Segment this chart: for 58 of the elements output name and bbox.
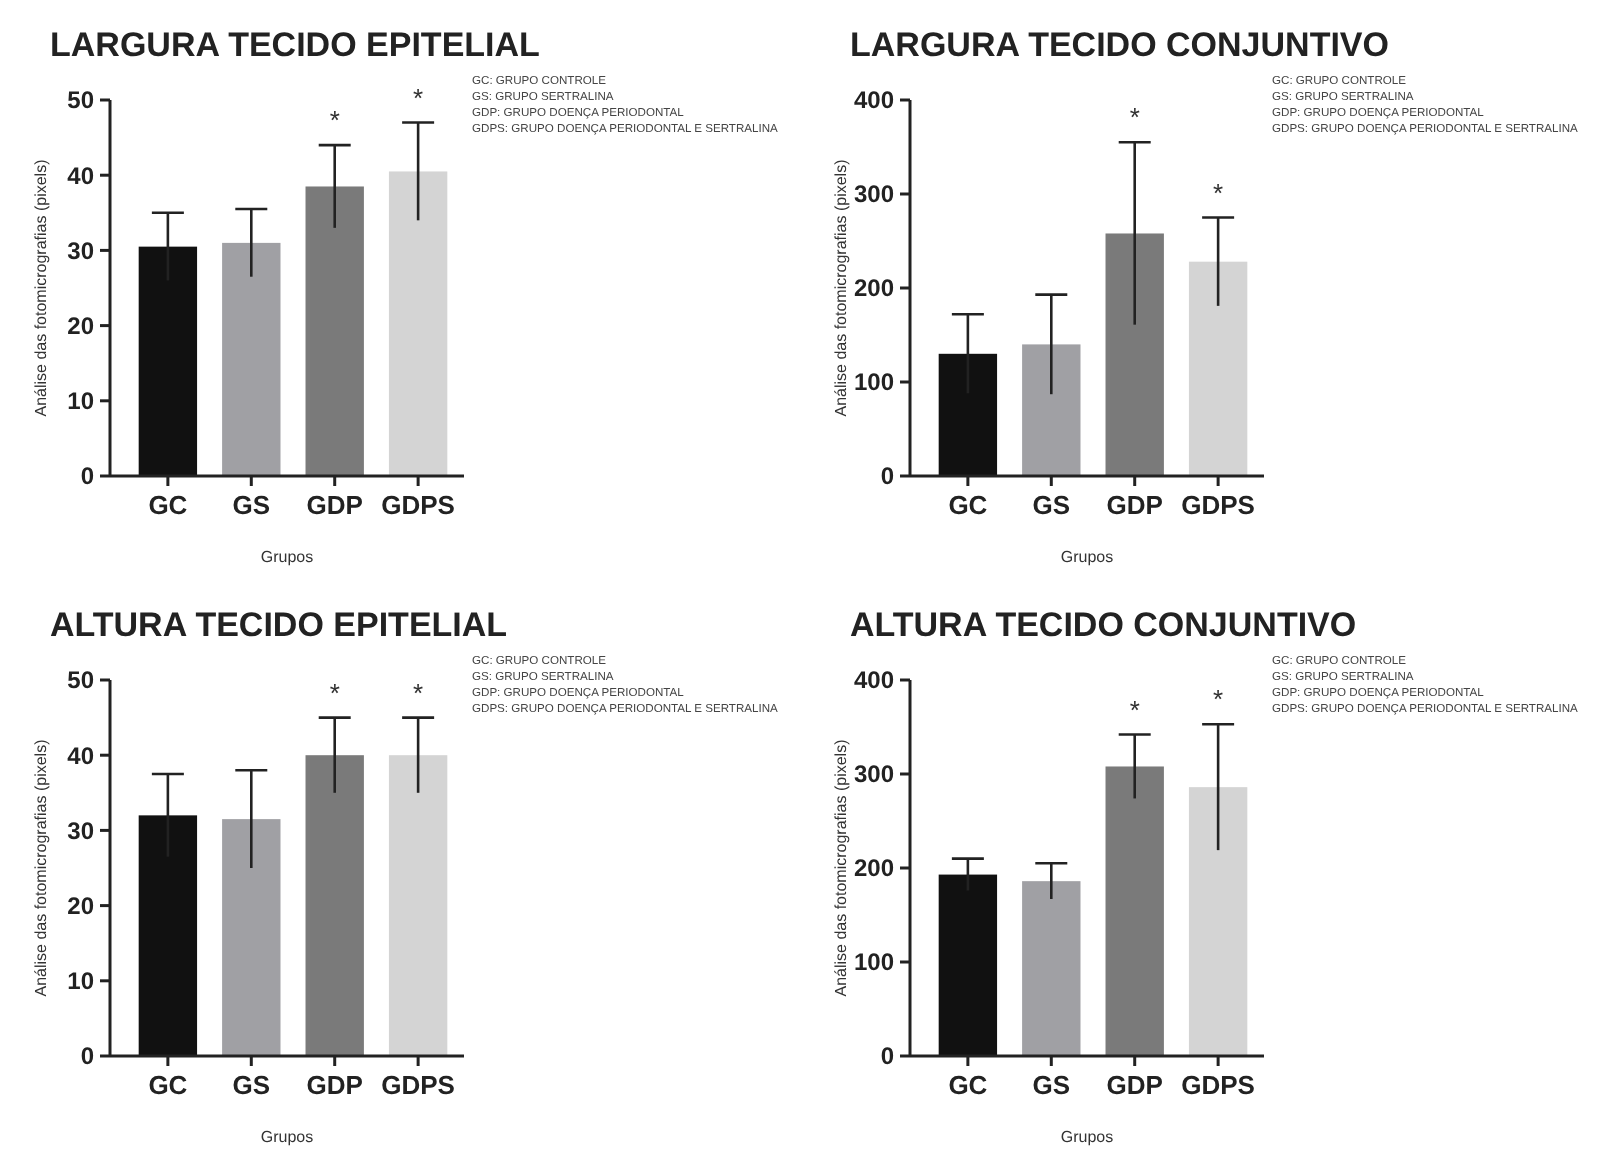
x-tick-label: GC xyxy=(948,1070,989,1100)
y-axis-title: Análise das fotomicrografias (pixels) xyxy=(32,738,50,997)
y-tick-label: 40 xyxy=(67,161,95,190)
chart-title: ALTURA TECIDO CONJUNTIVO xyxy=(850,606,1357,644)
x-tick-label: GC xyxy=(148,1070,189,1100)
y-tick-label: 300 xyxy=(853,760,895,789)
x-axis-title: Grupos xyxy=(260,1128,314,1146)
x-tick-label: GDPS xyxy=(1181,1070,1256,1100)
y-tick-label: 400 xyxy=(853,666,895,695)
annotation: * xyxy=(329,677,340,708)
y-tick-label: 0 xyxy=(880,1042,895,1071)
y-tick-label: 100 xyxy=(853,948,895,977)
x-tick-label: GS xyxy=(1032,490,1071,520)
annotation: * xyxy=(1129,694,1140,725)
y-tick-label: 100 xyxy=(853,368,895,397)
y-tick-label: 400 xyxy=(853,86,895,115)
x-tick-label: GDPS xyxy=(1181,490,1256,520)
y-tick-label: 200 xyxy=(853,854,895,883)
x-axis-title: Grupos xyxy=(260,548,314,566)
x-tick-label: GDP xyxy=(306,1070,364,1100)
x-tick-label: GDPS xyxy=(381,490,456,520)
chart-title: LARGURA TECIDO EPITELIAL xyxy=(50,26,540,64)
y-tick-label: 10 xyxy=(67,967,95,996)
x-axis-title: Grupos xyxy=(1060,548,1114,566)
y-tick-label: 0 xyxy=(880,462,895,491)
x-tick-label: GS xyxy=(232,1070,271,1100)
y-tick-label: 30 xyxy=(67,236,95,265)
annotation: * xyxy=(1213,684,1224,715)
annotation: * xyxy=(1129,102,1140,133)
x-axis-title: Grupos xyxy=(1060,1128,1114,1146)
y-tick-label: 50 xyxy=(67,86,95,115)
y-axis-title: Análise das fotomicrografias (pixels) xyxy=(832,738,850,997)
annotation: * xyxy=(1213,177,1224,208)
x-tick-label: GDP xyxy=(1106,490,1164,520)
y-axis-title: Análise das fotomicrografias (pixels) xyxy=(32,158,50,417)
y-tick-label: 10 xyxy=(67,387,95,416)
x-tick-label: GDPS xyxy=(381,1070,456,1100)
x-tick-label: GC xyxy=(148,490,189,520)
x-tick-label: GS xyxy=(1032,1070,1071,1100)
x-tick-label: GDP xyxy=(306,490,364,520)
y-tick-label: 20 xyxy=(67,892,95,920)
y-tick-label: 200 xyxy=(853,274,895,303)
y-tick-label: 40 xyxy=(67,741,95,770)
y-tick-label: 0 xyxy=(80,1042,95,1071)
y-tick-label: 300 xyxy=(853,180,895,209)
x-tick-label: GDP xyxy=(1106,1070,1164,1100)
y-tick-label: 50 xyxy=(67,666,95,695)
y-tick-label: 30 xyxy=(67,816,95,845)
chart-title: ALTURA TECIDO EPITELIAL xyxy=(50,606,508,644)
chart-title: LARGURA TECIDO CONJUNTIVO xyxy=(850,26,1389,64)
x-tick-label: GS xyxy=(232,490,271,520)
y-tick-label: 0 xyxy=(80,462,95,491)
y-axis-title: Análise das fotomicrografias (pixels) xyxy=(832,158,850,417)
y-tick-label: 20 xyxy=(67,312,95,340)
annotation: * xyxy=(413,677,424,708)
x-tick-label: GC xyxy=(948,490,989,520)
annotation: * xyxy=(413,82,424,113)
annotation: * xyxy=(329,105,340,136)
